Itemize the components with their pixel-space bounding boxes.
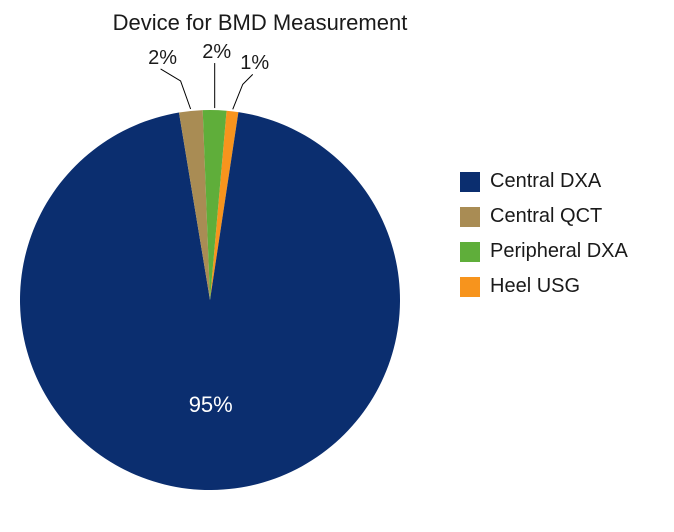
legend-item: Central QCT [460,205,628,228]
legend-label: Central QCT [490,205,602,228]
slice-label-central-qct: 2% [143,47,183,70]
legend-label: Central DXA [490,170,601,193]
slice-label-peripheral-dxa: 2% [197,41,237,64]
legend-label: Heel USG [490,275,580,298]
legend-label: Peripheral DXA [490,240,628,263]
legend-item: Peripheral DXA [460,240,628,263]
legend-swatch [460,172,480,192]
slice-label-central-dxa: 95% [186,392,236,418]
legend-swatch [460,242,480,262]
legend-swatch [460,277,480,297]
leader-line [233,74,253,109]
legend-item: Heel USG [460,275,628,298]
legend: Central DXA Central QCT Peripheral DXA Heel… [460,170,628,310]
legend-item: Central DXA [460,170,628,193]
leader-line [161,69,191,109]
slice-label-heel-usg: 1% [235,52,275,75]
legend-swatch [460,207,480,227]
